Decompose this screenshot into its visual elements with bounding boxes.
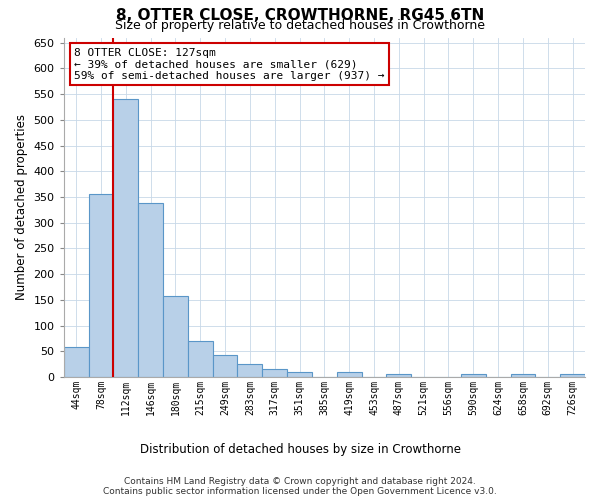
Bar	[262, 370, 287, 377]
Bar	[113, 99, 138, 377]
Text: 8, OTTER CLOSE, CROWTHORNE, RG45 6TN: 8, OTTER CLOSE, CROWTHORNE, RG45 6TN	[116, 8, 484, 22]
Bar	[138, 203, 163, 377]
Bar	[560, 374, 585, 377]
Text: Distribution of detached houses by size in Crowthorne: Distribution of detached houses by size …	[139, 442, 461, 456]
Bar	[89, 194, 113, 377]
Bar	[461, 374, 486, 377]
Text: 8 OTTER CLOSE: 127sqm
← 39% of detached houses are smaller (629)
59% of semi-det: 8 OTTER CLOSE: 127sqm ← 39% of detached …	[74, 48, 385, 81]
Text: Contains HM Land Registry data © Crown copyright and database right 2024.: Contains HM Land Registry data © Crown c…	[124, 478, 476, 486]
Bar	[511, 374, 535, 377]
Bar	[188, 341, 212, 377]
Bar	[163, 296, 188, 377]
Bar	[287, 372, 312, 377]
Bar	[386, 374, 411, 377]
Bar	[212, 356, 238, 377]
Bar	[337, 372, 362, 377]
Bar	[64, 347, 89, 377]
Bar	[238, 364, 262, 377]
Text: Contains public sector information licensed under the Open Government Licence v3: Contains public sector information licen…	[103, 488, 497, 496]
Y-axis label: Number of detached properties: Number of detached properties	[15, 114, 28, 300]
Text: Size of property relative to detached houses in Crowthorne: Size of property relative to detached ho…	[115, 18, 485, 32]
